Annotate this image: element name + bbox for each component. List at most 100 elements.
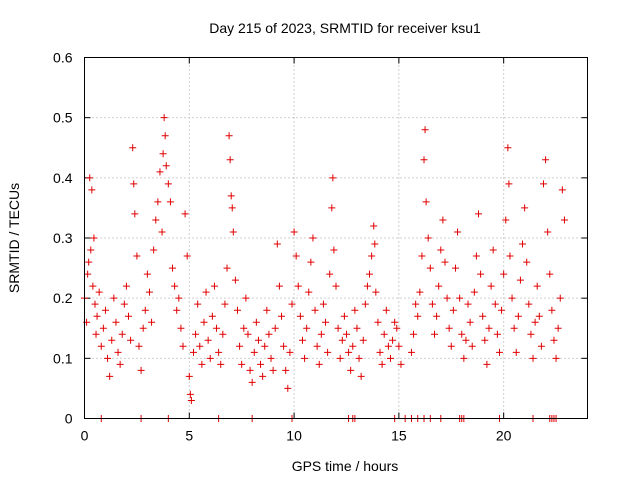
data-point-plus (510, 324, 518, 332)
data-point-plus (294, 282, 302, 290)
data-point-plus (106, 372, 114, 380)
data-point-plus (278, 312, 286, 320)
data-point-plus (495, 348, 503, 356)
data-point-plus (169, 264, 177, 272)
data-point-plus (451, 264, 459, 272)
data-point-plus (257, 360, 265, 368)
data-point-plus (502, 216, 510, 224)
data-point-plus (322, 318, 330, 326)
data-point-plus (250, 348, 258, 356)
data-point-plus (194, 300, 202, 308)
data-point-plus (368, 252, 376, 260)
data-point-plus (238, 360, 246, 368)
data-point-plus (311, 306, 319, 314)
data-point-plus (424, 234, 432, 242)
data-point-plus (110, 294, 118, 302)
data-point-plus (324, 348, 332, 356)
data-point-plus (159, 150, 167, 158)
data-point-plus (152, 216, 160, 224)
data-point-plus (92, 330, 100, 338)
y-tick-label: 0 (65, 411, 73, 427)
data-point-plus (376, 348, 384, 356)
data-point-plus (313, 342, 321, 350)
data-point-plus (139, 324, 147, 332)
data-point-plus (210, 282, 218, 290)
data-point-plus (171, 282, 179, 290)
data-point-plus (213, 324, 221, 332)
data-point-plus (462, 336, 470, 344)
data-point-plus (470, 288, 478, 296)
data-point-plus (498, 306, 506, 314)
data-point-plus (298, 336, 306, 344)
data-point-plus (386, 354, 394, 362)
data-point-plus (305, 288, 313, 296)
grid-lines (84, 57, 588, 419)
data-point-plus (158, 228, 166, 236)
data-point-plus (231, 276, 239, 284)
data-point-plus (533, 282, 541, 290)
data-point-plus (90, 234, 98, 242)
data-point-plus (512, 348, 520, 356)
data-point-plus (198, 360, 206, 368)
axis-ticks: 0 0.1 0.2 0.3 0.4 0.5 0.6 0 5 10 15 20 (53, 50, 588, 444)
data-point-plus (380, 330, 388, 338)
data-point-plus (516, 276, 524, 284)
data-point-plus (542, 156, 550, 164)
data-point-plus (349, 342, 357, 350)
data-point-plus (435, 282, 443, 290)
data-point-plus (223, 264, 231, 272)
data-point-plus (412, 300, 420, 308)
data-point-plus (527, 330, 535, 338)
data-point-plus (397, 360, 405, 368)
data-point-plus (353, 324, 361, 332)
data-point-plus (154, 198, 162, 206)
data-point-plus (371, 240, 379, 248)
data-point-plus (125, 312, 133, 320)
data-point-plus (263, 306, 271, 314)
data-point-plus (200, 318, 208, 326)
data-point-plus (332, 282, 340, 290)
data-point-plus (328, 204, 336, 212)
data-point-plus (548, 306, 556, 314)
data-point-plus (120, 300, 128, 308)
data-point-plus (240, 324, 248, 332)
data-point-plus (133, 252, 141, 260)
data-point-plus (141, 306, 149, 314)
x-tick-label: 0 (81, 428, 89, 444)
data-point-plus (221, 300, 229, 308)
data-point-plus (225, 132, 233, 140)
data-point-plus (336, 354, 344, 362)
data-point-plus (307, 258, 315, 266)
data-point-plus (554, 324, 562, 332)
data-point-plus (280, 342, 288, 350)
data-point-plus (531, 318, 539, 326)
data-point-plus (131, 210, 139, 218)
data-point-plus (422, 198, 430, 206)
data-point-plus (326, 270, 334, 278)
data-point-plus (382, 306, 390, 314)
data-point-plus (363, 282, 371, 290)
data-point-plus (204, 336, 212, 344)
data-point-plus (248, 378, 256, 386)
data-point-plus (560, 216, 568, 224)
data-point-plus (160, 114, 168, 122)
data-point-plus (351, 306, 359, 314)
data-point-plus (420, 156, 428, 164)
data-point-plus (347, 366, 355, 374)
data-point-plus (150, 246, 158, 254)
data-point-plus (267, 354, 275, 362)
chart-title: Day 215 of 2023, SRMTID for receiver ksu… (209, 20, 481, 36)
data-point-plus (284, 384, 292, 392)
data-point-plus (85, 258, 93, 266)
data-point-plus (97, 342, 105, 350)
data-point-plus (342, 330, 350, 338)
data-point-plus (345, 348, 353, 356)
data-point-plus (539, 180, 547, 188)
data-point-plus (414, 312, 422, 320)
data-point-plus (491, 300, 499, 308)
data-point-plus (489, 246, 497, 254)
data-point-plus (431, 330, 439, 338)
data-point-plus (508, 294, 516, 302)
data-point-plus (437, 246, 445, 254)
data-point-plus (433, 312, 441, 320)
